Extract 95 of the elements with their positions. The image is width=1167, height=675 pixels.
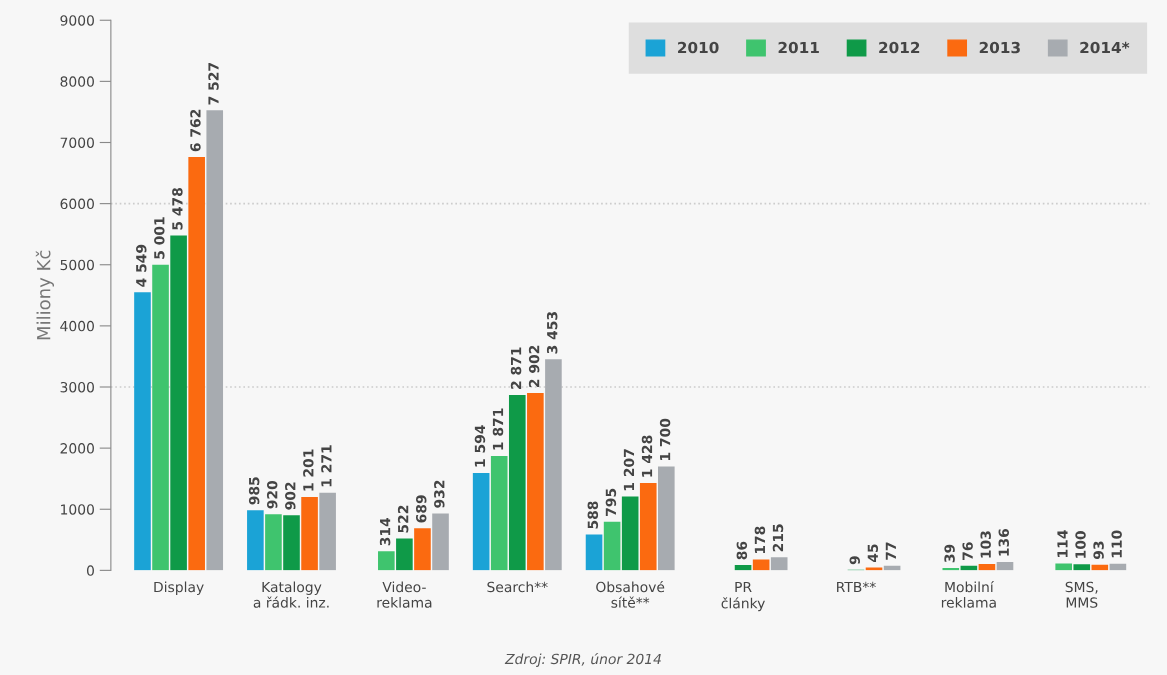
data-label: 920	[266, 480, 278, 509]
data-label: 1 594	[474, 425, 486, 467]
bar	[490, 456, 508, 571]
bar	[301, 496, 318, 571]
bar	[247, 510, 264, 571]
data-label: 932	[434, 480, 445, 508]
x-tick-label: Katalogy a řádk. inz.	[253, 581, 329, 608]
legend-label: 2010	[678, 41, 719, 54]
data-label: 1 700	[659, 418, 671, 461]
bar	[978, 564, 996, 571]
bar	[996, 562, 1014, 571]
bar	[378, 551, 395, 571]
bar	[527, 392, 544, 571]
bar	[508, 394, 526, 571]
data-label: 9	[849, 556, 860, 565]
data-label: 100	[1075, 531, 1086, 558]
data-label: 7 527	[208, 63, 219, 105]
bar	[206, 110, 224, 571]
bar	[658, 466, 675, 571]
y-axis-title: Miliony Kč	[35, 250, 54, 340]
data-label: 3 453	[546, 312, 558, 354]
data-label: 136	[998, 528, 1010, 556]
bar	[396, 538, 413, 571]
bar	[188, 157, 205, 571]
bar	[603, 521, 621, 571]
bar	[585, 534, 603, 571]
x-tick-label: Video- reklama	[377, 581, 432, 608]
text: Zdroj: SPIR, únor 2014	[504, 652, 661, 667]
x-tick-label: RTB**	[837, 581, 876, 593]
data-label: 902	[285, 482, 296, 510]
bar	[283, 515, 300, 571]
data-label: 39	[944, 544, 955, 563]
data-label: 1 271	[321, 445, 332, 487]
data-label: 215	[772, 524, 784, 552]
bar	[319, 492, 336, 571]
x-tick-label: SMS, MMS	[1065, 581, 1098, 608]
data-label: 76	[962, 542, 973, 560]
y-tick-label: 1000	[61, 504, 94, 515]
y-tick-label: 5000	[60, 259, 94, 271]
data-label: 588	[587, 501, 599, 529]
data-label: 5 001	[154, 217, 165, 259]
y-tick-label: 6000	[60, 198, 94, 210]
data-label: 86	[736, 541, 748, 560]
bar	[265, 514, 282, 571]
x-tick-label: Display	[154, 581, 204, 595]
legend-label: 2014*	[1080, 41, 1130, 54]
data-label: 77	[885, 542, 896, 560]
bar	[472, 472, 490, 571]
bar	[770, 557, 788, 571]
data-label: 985	[248, 477, 260, 505]
y-tick-label: 2000	[60, 443, 94, 454]
data-label: 178	[754, 526, 766, 554]
x-tick-label: Mobilní reklama	[941, 580, 996, 608]
data-label: 1 871	[492, 408, 504, 450]
data-label: 114	[1057, 530, 1068, 557]
y-tick-label: 4000	[60, 320, 94, 332]
bar	[639, 483, 657, 571]
data-label: 314	[379, 517, 391, 546]
bar	[1055, 563, 1072, 571]
bar	[414, 528, 431, 571]
bar	[432, 513, 449, 571]
data-label: 2 902	[528, 345, 540, 387]
y-tick-label: 8000	[60, 76, 94, 87]
data-label: 4 549	[136, 244, 147, 287]
bar	[752, 559, 770, 571]
bar	[152, 264, 169, 571]
data-label: 93	[1093, 541, 1104, 560]
data-label: 110	[1111, 530, 1122, 558]
data-label: 689	[415, 495, 427, 523]
bar	[134, 292, 151, 571]
y-tick-label: 3000	[60, 381, 94, 393]
data-label: 1 207	[623, 449, 635, 491]
legend-label: 2013	[979, 41, 1020, 54]
data-label: 1 201	[303, 449, 314, 491]
x-tick-label: Obsahové sítě**	[596, 580, 665, 608]
bar	[621, 496, 639, 571]
bar	[1073, 564, 1091, 571]
data-label: 6 762	[190, 109, 201, 152]
x-tick-label: Search**	[487, 581, 548, 593]
x-tick-label: PR články	[721, 581, 765, 612]
data-label: 45	[867, 544, 879, 563]
y-tick-label: 0	[86, 565, 94, 576]
y-tick-label: 9000	[60, 15, 94, 26]
bar	[545, 359, 562, 571]
data-label: 795	[605, 488, 617, 516]
legend-label: 2011	[778, 41, 819, 54]
data-label: 522	[397, 505, 409, 533]
data-label: 1 428	[641, 435, 653, 477]
data-label: 103	[980, 531, 991, 558]
data-label: 5 478	[172, 188, 183, 230]
data-label: 2 871	[510, 347, 522, 389]
bar	[734, 565, 752, 571]
bar	[170, 235, 187, 571]
y-tick-label: 7000	[60, 137, 94, 148]
legend-label: 2012	[879, 41, 920, 54]
